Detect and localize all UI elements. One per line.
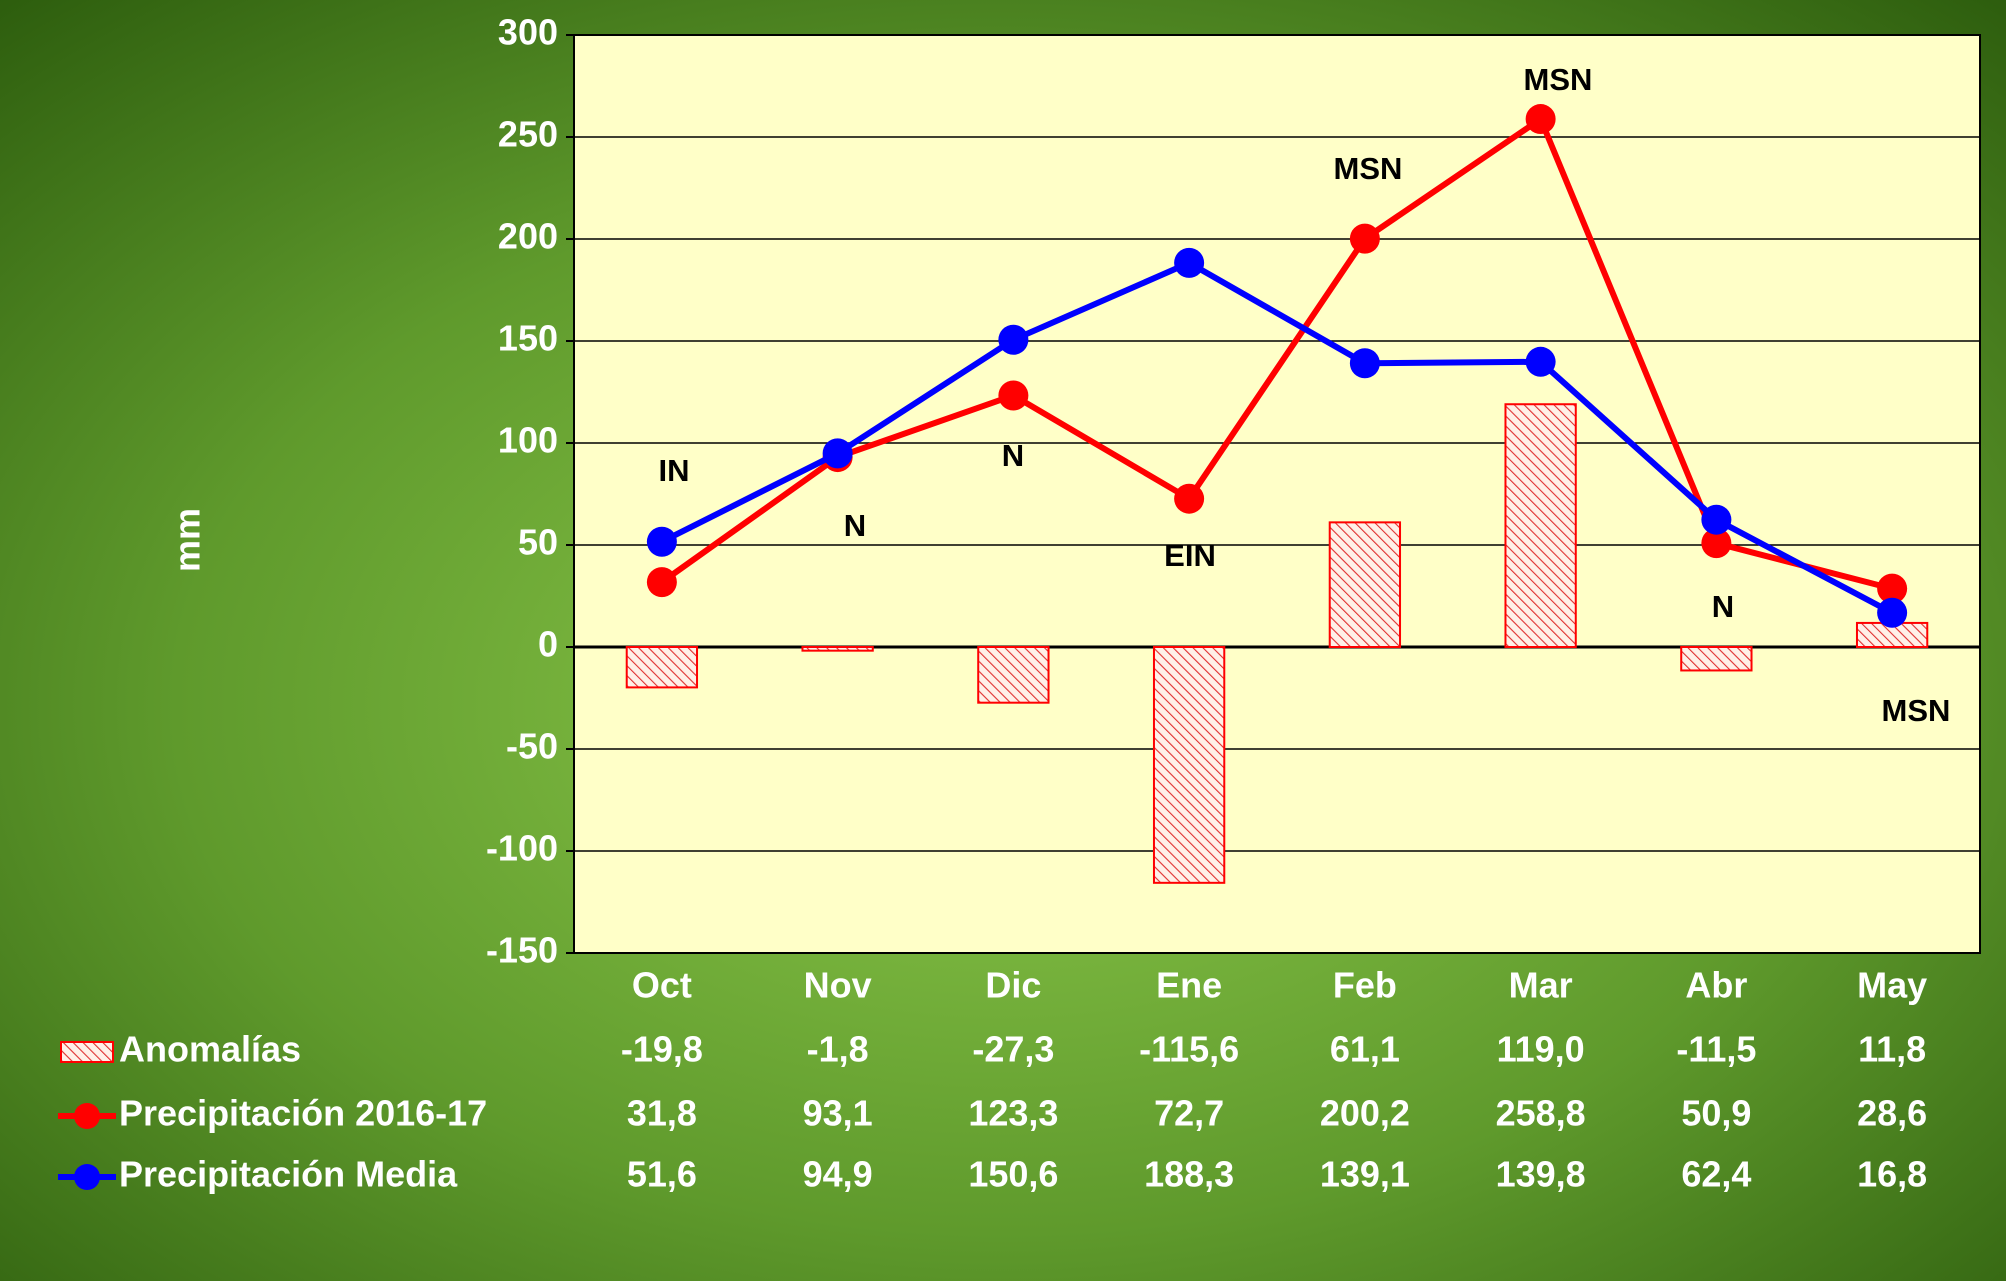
bar <box>801 646 874 652</box>
legend-marker <box>74 1164 100 1190</box>
x-tick-label: May <box>1857 965 1927 1006</box>
marker <box>998 380 1029 411</box>
table-value: 94,9 <box>803 1154 873 1195</box>
y-axis-label: mm <box>167 508 208 572</box>
marker <box>1349 223 1380 254</box>
table-value: 139,1 <box>1320 1154 1410 1195</box>
legend-marker <box>74 1103 100 1129</box>
marker <box>1174 247 1205 278</box>
annotation: MSN <box>1524 62 1593 97</box>
marker <box>1877 573 1908 604</box>
y-tick-label: -100 <box>486 828 558 869</box>
table-value: -27,3 <box>972 1029 1054 1070</box>
y-tick-label: 0 <box>538 624 558 665</box>
table-value: 31,8 <box>627 1093 697 1134</box>
marker <box>1349 348 1380 379</box>
table-value: 16,8 <box>1857 1154 1927 1195</box>
x-tick-label: Abr <box>1685 965 1747 1006</box>
table-value: 93,1 <box>803 1093 873 1134</box>
table-value: 28,6 <box>1857 1093 1927 1134</box>
y-tick-label: 200 <box>498 216 558 257</box>
y-tick-label: 150 <box>498 318 558 359</box>
marker <box>646 567 677 598</box>
marker <box>1525 346 1556 377</box>
line <box>660 116 1893 592</box>
y-tick-label: 300 <box>498 12 558 53</box>
marker <box>998 324 1029 355</box>
y-tick-label: 100 <box>498 420 558 461</box>
marker <box>822 438 853 469</box>
annotation: IN <box>659 453 690 488</box>
y-tick-label: -50 <box>506 726 558 767</box>
table-value: -11,5 <box>1676 1029 1756 1070</box>
table-value: 123,3 <box>968 1093 1058 1134</box>
bar <box>1328 521 1402 649</box>
legend-label: Precipitación 2016-17 <box>119 1093 487 1134</box>
x-tick-label: Ene <box>1156 965 1222 1006</box>
annotation: N <box>1712 589 1734 624</box>
table-value: 188,3 <box>1144 1154 1234 1195</box>
table-value: 11,8 <box>1858 1029 1926 1070</box>
y-tick-label: 250 <box>498 114 558 155</box>
table-value: -115,6 <box>1139 1029 1239 1070</box>
x-tick-label: Mar <box>1509 965 1573 1006</box>
table-value: 200,2 <box>1320 1093 1410 1134</box>
marker <box>1877 597 1908 628</box>
plot-area <box>573 34 1981 954</box>
bar <box>1504 403 1577 648</box>
table-value: -19,8 <box>621 1029 703 1070</box>
x-tick-label: Nov <box>804 965 872 1006</box>
x-tick-label: Feb <box>1333 965 1397 1006</box>
marker <box>1701 528 1732 559</box>
bar <box>625 646 699 689</box>
annotation: EIN <box>1164 538 1216 573</box>
table-value: 62,4 <box>1681 1154 1751 1195</box>
line <box>660 259 1894 616</box>
bar <box>1152 646 1226 884</box>
legend-label: Anomalías <box>119 1029 301 1070</box>
table-value: 258,8 <box>1496 1093 1586 1134</box>
legend-label: Precipitación Media <box>119 1154 458 1195</box>
marker <box>1525 104 1556 135</box>
annotation: MSN <box>1882 693 1951 728</box>
x-tick-label: Dic <box>985 965 1041 1006</box>
bar <box>977 646 1050 704</box>
y-tick-label: 50 <box>518 522 558 563</box>
marker <box>646 526 677 557</box>
annotation: MSN <box>1334 151 1403 186</box>
table-value: 72,7 <box>1154 1093 1224 1134</box>
table-value: 51,6 <box>627 1154 697 1195</box>
table-value: -1,8 <box>807 1029 869 1070</box>
table-value: 61,1 <box>1330 1029 1400 1070</box>
marker <box>1701 504 1732 535</box>
marker <box>1174 483 1205 514</box>
table-value: 50,9 <box>1681 1093 1751 1134</box>
annotation: N <box>1002 438 1024 473</box>
table-value: 119,0 <box>1497 1029 1585 1070</box>
legend-swatch <box>60 1041 114 1063</box>
table-value: 150,6 <box>968 1154 1058 1195</box>
bar <box>1680 646 1753 672</box>
y-tick-label: -150 <box>486 930 558 971</box>
x-tick-label: Oct <box>632 965 692 1006</box>
table-value: 139,8 <box>1496 1154 1586 1195</box>
annotation: N <box>844 508 866 543</box>
